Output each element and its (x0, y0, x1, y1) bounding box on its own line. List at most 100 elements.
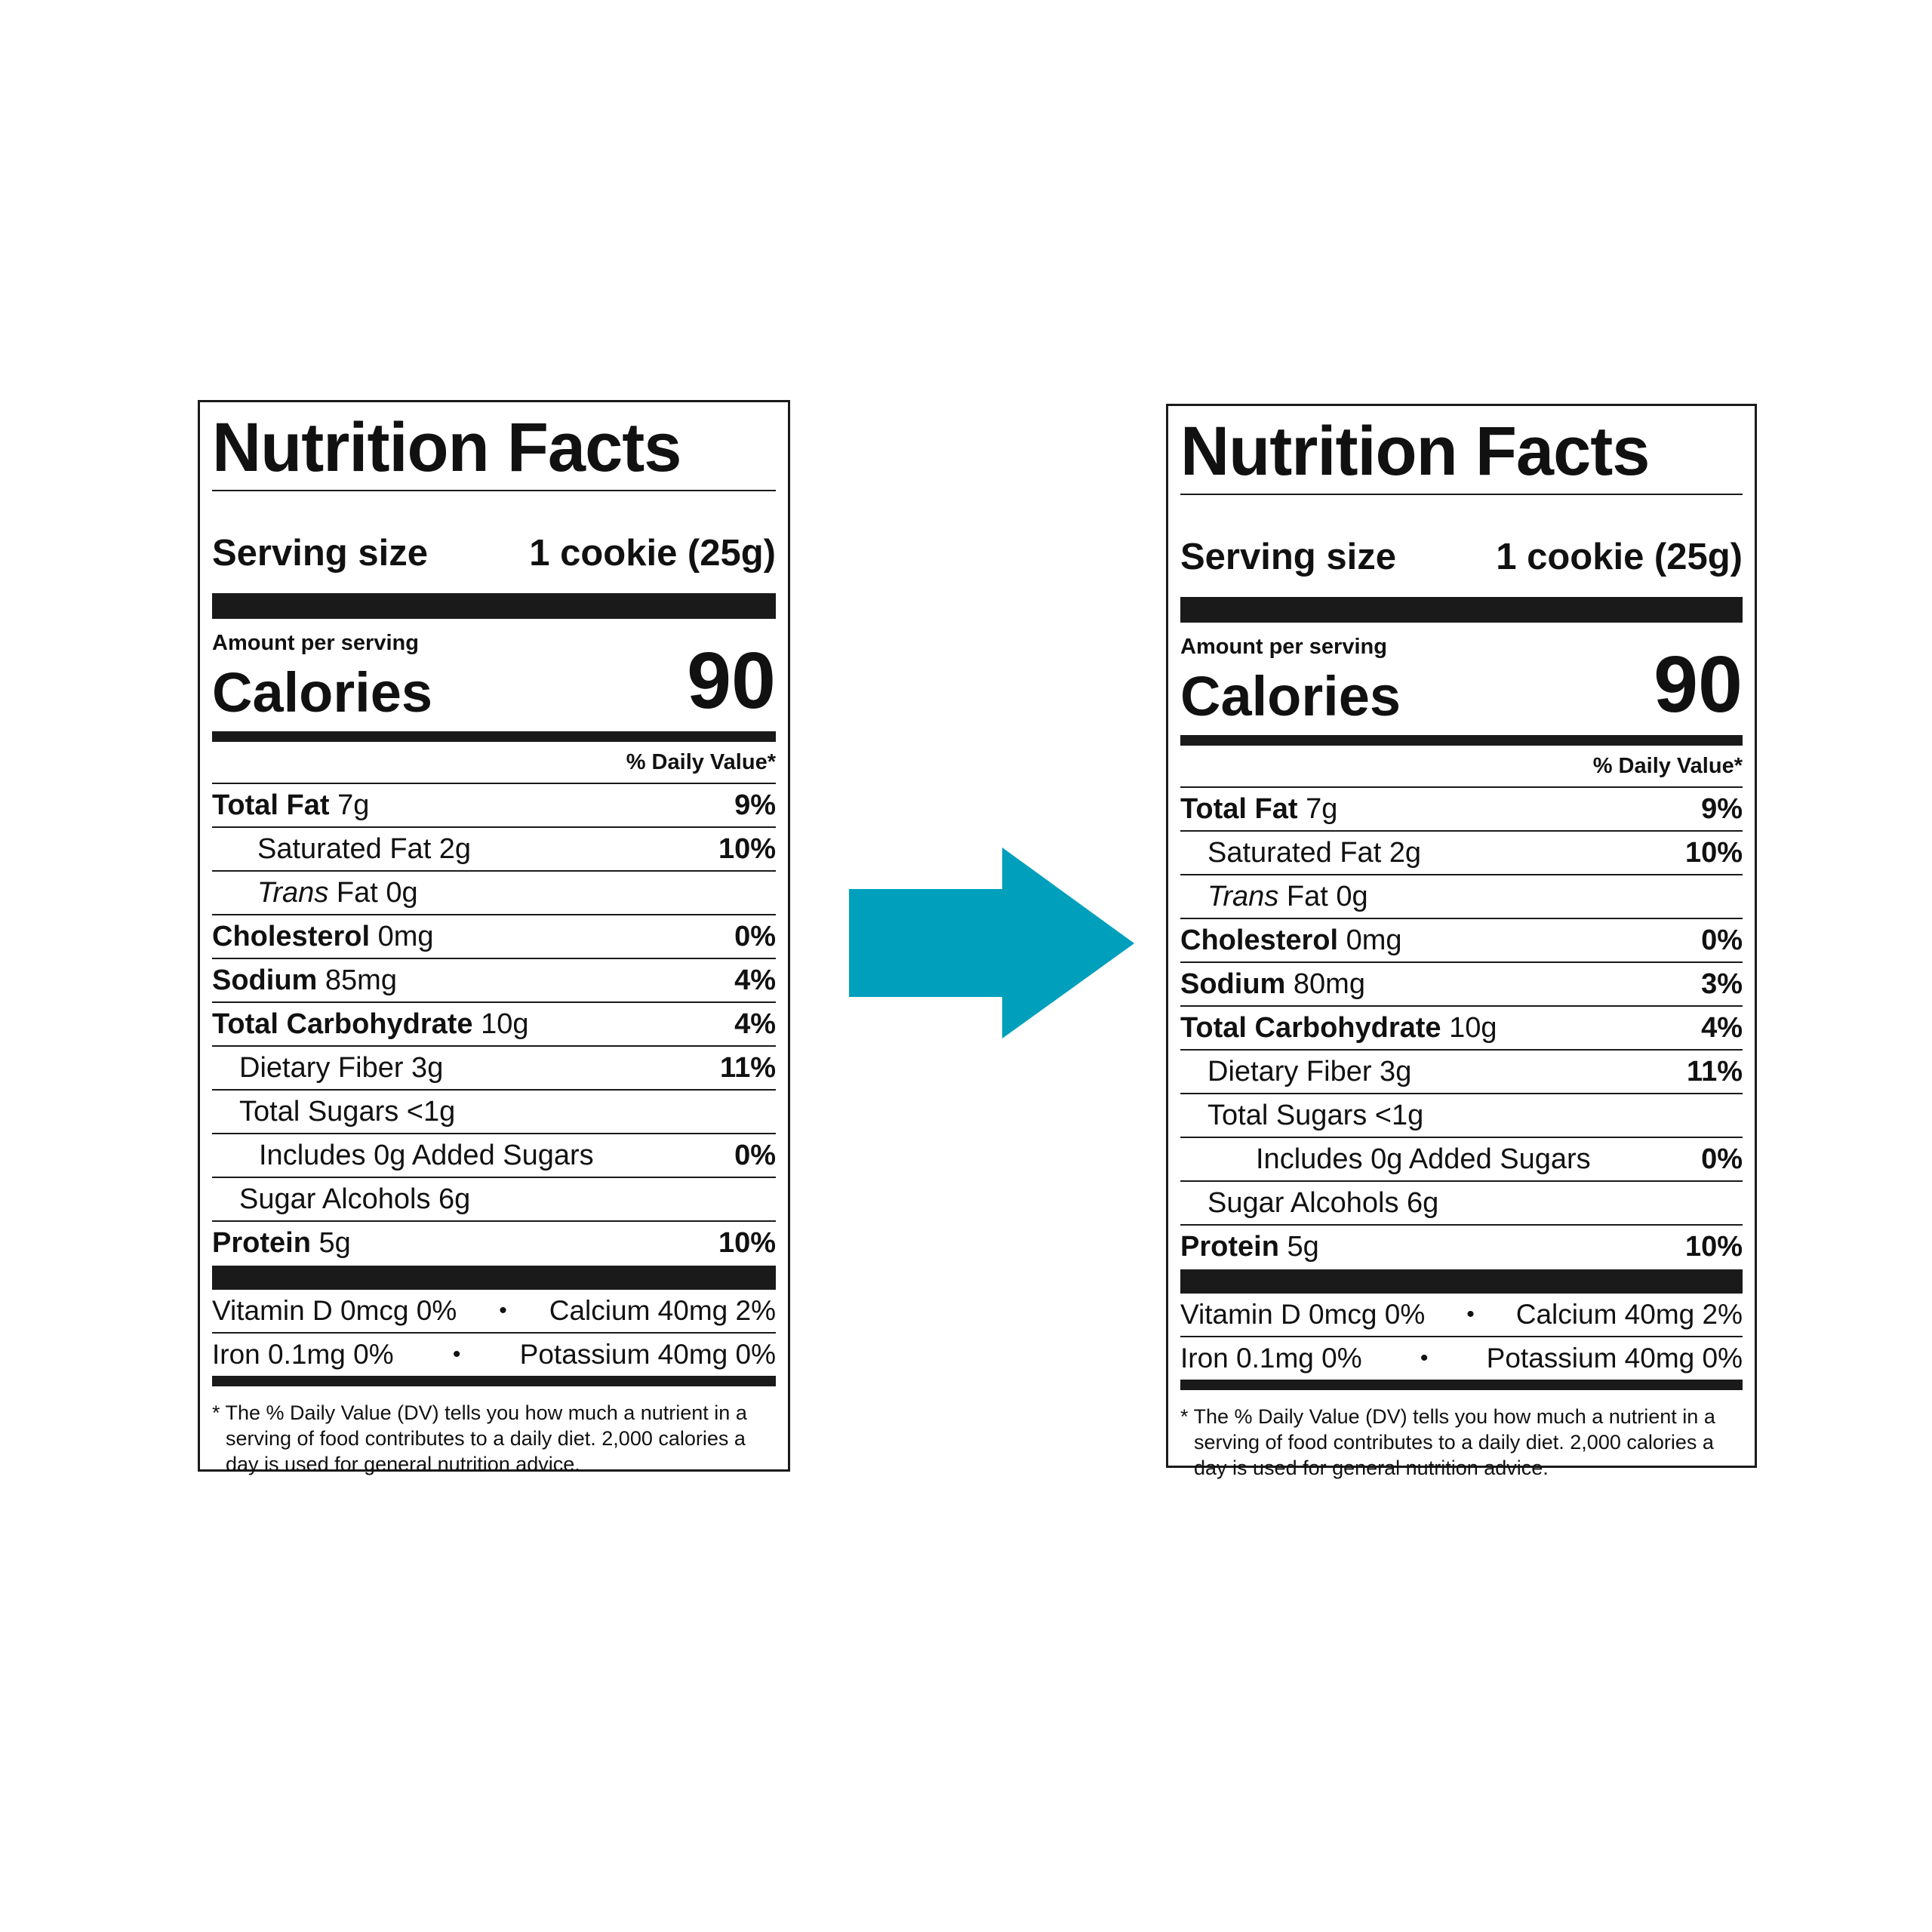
nutrient-name: Cholesterol (212, 920, 371, 952)
nutrient-row-added-sugars: Includes 0g Added Sugars 0% (1180, 1138, 1743, 1182)
nutrient-row-saturated-fat: Saturated Fat 2g 10% (212, 828, 776, 872)
nutrition-label-after: Nutrition Facts Serving size 1 cookie (2… (1166, 404, 1757, 1479)
nutrient-name: Sodium (1180, 968, 1286, 1000)
nutrient-name-italic: Trans (257, 876, 329, 909)
calories-value: 90 (687, 636, 776, 725)
thick-divider (212, 1266, 776, 1290)
calories-value: 90 (1654, 640, 1743, 729)
potassium: Potassium 40mg 0% (519, 1339, 776, 1370)
nutrient-name: Protein (212, 1226, 311, 1259)
calories-row: Calories 90 (212, 641, 776, 724)
nutrient-row-total-fat: Total Fat 7g 9% (212, 784, 776, 828)
nutrient-amount: 5g (1287, 1230, 1319, 1263)
nutrient-row-total-sugars: Total Sugars <1g (212, 1091, 776, 1134)
vitamin-d: Vitamin D 0mcg 0% (1180, 1299, 1426, 1330)
amount-per-serving: Amount per serving (212, 631, 419, 655)
nutrient-row-total-carbohydrate: Total Carbohydrate 10g 4% (212, 1003, 776, 1047)
nutrient-name: Sugar Alcohols 6g (1208, 1186, 1439, 1219)
medium-divider (1180, 735, 1743, 746)
nutrient-name: Sugar Alcohols 6g (239, 1183, 471, 1215)
daily-value-header: % Daily Value* (212, 742, 776, 784)
nutrient-row-added-sugars: Includes 0g Added Sugars 0% (212, 1134, 776, 1178)
nutrient-amount: 7g (1306, 792, 1338, 825)
nutrient-name: Total Fat (212, 789, 330, 821)
nutrient-row-protein: Protein 5g 10% (1180, 1226, 1743, 1268)
nutrient-dv: 10% (1684, 836, 1743, 869)
nutrient-dv: 0% (734, 920, 776, 952)
divider (1180, 494, 1743, 495)
calories-label: Calories (1180, 665, 1401, 728)
medium-divider (212, 731, 776, 742)
vitamin-row: Vitamin D 0mcg 0% • Calcium 40mg 2% (1180, 1294, 1743, 1337)
nutrient-amount: 5g (318, 1226, 351, 1259)
vitamin-row: Iron 0.1mg 0% • Potassium 40mg 0% (1180, 1337, 1743, 1380)
nutrient-amount: 0mg (1346, 924, 1402, 956)
nutrient-row-total-sugars: Total Sugars <1g (1180, 1094, 1743, 1138)
nutrient-name: Saturated Fat 2g (1208, 836, 1422, 869)
nutrient-row-sugar-alcohols: Sugar Alcohols 6g (212, 1178, 776, 1222)
nutrient-dv: 9% (1701, 792, 1743, 825)
nutrient-dv: 4% (734, 1008, 776, 1040)
nutrient-name: Protein (1180, 1230, 1279, 1263)
nutrient-name: Fat 0g (336, 876, 418, 909)
nutrient-dv: 9% (734, 789, 776, 821)
serving-size-row: Serving size 1 cookie (25g) (1180, 539, 1743, 576)
nutrient-row-sodium: Sodium 80mg 3% (1180, 963, 1743, 1007)
bullet: • (452, 1342, 461, 1367)
label-title: Nutrition Facts (212, 409, 681, 486)
nutrient-row-dietary-fiber: Dietary Fiber 3g 11% (212, 1047, 776, 1091)
vitamin-row: Vitamin D 0mcg 0% • Calcium 40mg 2% (212, 1290, 776, 1334)
nutrient-row-cholesterol: Cholesterol 0mg 0% (1180, 919, 1743, 963)
arrow-right-icon (849, 848, 1134, 1038)
nutrient-name: Total Sugars <1g (1208, 1099, 1424, 1131)
nutrient-row-dietary-fiber: Dietary Fiber 3g 11% (1180, 1051, 1743, 1094)
arrow-shape (849, 848, 1134, 1038)
bullet: • (1466, 1302, 1475, 1327)
medium-divider (1180, 1380, 1743, 1390)
nutrient-name: Includes 0g Added Sugars (1256, 1143, 1591, 1175)
daily-value-header: % Daily Value* (1180, 746, 1743, 788)
vitamin-row: Iron 0.1mg 0% • Potassium 40mg 0% (212, 1334, 776, 1376)
potassium: Potassium 40mg 0% (1486, 1343, 1743, 1374)
nutrient-dv: 0% (1701, 924, 1743, 956)
calories-row: Calories 90 (1180, 645, 1743, 728)
divider (212, 490, 776, 491)
serving-size-value: 1 cookie (25g) (529, 533, 776, 574)
nutrient-name: Total Carbohydrate (1180, 1011, 1441, 1044)
calcium: Calcium 40mg 2% (1515, 1299, 1743, 1330)
nutrient-amount: 80mg (1293, 968, 1365, 1000)
bullet: • (1420, 1346, 1429, 1371)
nutrient-dv: 11% (1687, 1055, 1743, 1088)
nutrient-row-sugar-alcohols: Sugar Alcohols 6g (1180, 1182, 1743, 1226)
nutrient-name: Includes 0g Added Sugars (259, 1139, 594, 1171)
nutrient-name-italic: Trans (1208, 880, 1279, 912)
nutrient-name: Total Fat (1180, 792, 1298, 825)
nutrient-name: Total Sugars <1g (239, 1095, 456, 1128)
label-title: Nutrition Facts (1180, 413, 1650, 490)
nutrient-name: Dietary Fiber 3g (1208, 1055, 1412, 1088)
iron: Iron 0.1mg 0% (1180, 1343, 1362, 1374)
calcium: Calcium 40mg 2% (549, 1295, 776, 1326)
serving-size-label: Serving size (1180, 537, 1396, 577)
nutrition-label-before: Nutrition Facts Serving size 1 cookie (2… (198, 400, 790, 1475)
thick-divider (212, 593, 776, 619)
nutrient-dv: 4% (1701, 1011, 1743, 1044)
nutrient-name: Fat 0g (1286, 880, 1368, 912)
thick-divider (1180, 597, 1743, 623)
nutrient-row-total-carbohydrate: Total Carbohydrate 10g 4% (1180, 1007, 1743, 1051)
serving-size-value: 1 cookie (25g) (1496, 537, 1743, 577)
nutrient-row-trans-fat: Trans Fat 0g (1180, 875, 1743, 919)
nutrient-row-saturated-fat: Saturated Fat 2g 10% (1180, 832, 1743, 875)
nutrient-dv: 10% (718, 1226, 776, 1259)
serving-size-row: Serving size 1 cookie (25g) (212, 535, 776, 572)
nutrient-row-cholesterol: Cholesterol 0mg 0% (212, 915, 776, 959)
nutrient-dv: 0% (1701, 1143, 1743, 1175)
nutrient-name: Saturated Fat 2g (257, 832, 472, 865)
nutrient-name: Cholesterol (1180, 924, 1339, 956)
calories-label: Calories (212, 661, 433, 724)
nutrient-row-protein: Protein 5g 10% (212, 1222, 776, 1264)
nutrient-dv: 0% (734, 1139, 776, 1171)
nutrient-row-trans-fat: Trans Fat 0g (212, 872, 776, 915)
nutrient-dv: 10% (718, 832, 776, 865)
nutrient-dv: 11% (720, 1051, 776, 1084)
